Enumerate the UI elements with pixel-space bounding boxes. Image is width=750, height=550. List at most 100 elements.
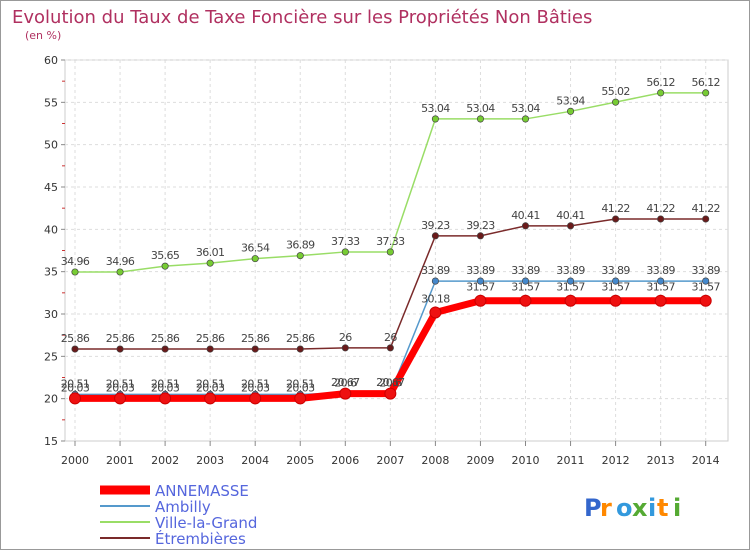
- data-point: [114, 392, 127, 405]
- chart-title: Evolution du Taux de Taxe Foncière sur l…: [12, 7, 592, 28]
- data-label: 20.03: [196, 381, 225, 394]
- logo-letter: r: [600, 494, 612, 522]
- data-point: [431, 277, 439, 285]
- legend-label: Ville-la-Grand: [155, 514, 257, 532]
- legend-item: Ville-la-Grand: [100, 514, 257, 532]
- data-point: [296, 252, 304, 260]
- logo-letter: t: [657, 494, 668, 522]
- data-point: [161, 262, 169, 270]
- data-point: [657, 277, 665, 285]
- x-tick-label: 2014: [692, 454, 720, 467]
- data-label: 36.54: [241, 242, 270, 255]
- x-tick-label: 2004: [241, 454, 269, 467]
- x-tick-label: 2006: [331, 454, 359, 467]
- data-point: [204, 392, 217, 405]
- data-label: 20.51: [61, 377, 90, 390]
- data-point: [384, 387, 397, 400]
- data-point: [609, 294, 622, 307]
- data-label: 33.89: [511, 264, 540, 277]
- data-point: [386, 248, 394, 256]
- data-label: 56.12: [646, 76, 675, 89]
- x-tick-label: 2001: [106, 454, 134, 467]
- data-label: 31.57: [646, 281, 675, 294]
- data-label: 53.04: [421, 102, 450, 115]
- logo-letter: x: [632, 494, 648, 522]
- data-label: 20.51: [241, 377, 270, 390]
- data-point: [339, 387, 352, 400]
- data-point: [161, 345, 169, 353]
- data-point: [699, 294, 712, 307]
- data-point: [341, 248, 349, 256]
- data-point: [251, 255, 259, 263]
- data-label: 40.41: [556, 209, 585, 222]
- data-label: 31.57: [466, 281, 495, 294]
- unit-label: (en %): [25, 29, 61, 42]
- y-tick-label: 45: [44, 181, 58, 194]
- data-label: 31.57: [556, 281, 585, 294]
- data-label: 25.86: [286, 332, 315, 345]
- x-tick-label: 2002: [151, 454, 179, 467]
- data-point: [69, 392, 81, 405]
- data-label: 20.51: [196, 377, 225, 390]
- series--trembi-res: [71, 215, 710, 353]
- data-label: 26: [339, 331, 352, 344]
- data-label: 40.41: [511, 209, 540, 222]
- x-tick-label: 2000: [61, 454, 89, 467]
- data-label: 25.86: [106, 332, 135, 345]
- data-point: [71, 345, 79, 353]
- labels-ville-la-grand: 34.96 34.96 35.65 36.01 36.54 36.89 37.33 37.33…: [61, 76, 721, 268]
- x-tick-label: 2003: [196, 454, 224, 467]
- data-label: 41.22: [601, 202, 630, 215]
- data-label: 35.65: [151, 249, 180, 262]
- data-label: 53.94: [556, 94, 585, 107]
- data-point: [431, 115, 439, 123]
- x-tick-label: 2008: [421, 454, 449, 467]
- data-point: [341, 344, 349, 352]
- data-point: [519, 294, 532, 307]
- legend-item: Ambilly: [100, 498, 211, 516]
- data-label: 56.12: [691, 76, 720, 89]
- data-label: 25.86: [241, 332, 270, 345]
- logo-letter: i: [673, 494, 681, 522]
- data-point: [474, 294, 487, 307]
- data-label: 31.57: [691, 281, 720, 294]
- data-label: 20.03: [241, 381, 270, 394]
- data-label: 20.6: [379, 377, 402, 390]
- legend-item: Étrembières: [100, 529, 246, 548]
- data-point: [116, 268, 124, 276]
- data-point: [657, 215, 665, 223]
- legend-item: ANNEMASSE: [100, 482, 249, 500]
- data-point: [612, 277, 620, 285]
- y-tick-label: 55: [44, 96, 58, 109]
- data-point: [206, 259, 214, 267]
- data-label: 25.86: [151, 332, 180, 345]
- data-label: 53.04: [466, 102, 495, 115]
- data-label: 41.22: [691, 202, 720, 215]
- data-label: 31.57: [511, 281, 540, 294]
- data-point: [476, 232, 485, 240]
- x-tick-label: 2012: [602, 454, 630, 467]
- data-point: [429, 306, 442, 319]
- data-label: 37.33: [331, 235, 360, 248]
- data-label: 20.67: [376, 376, 405, 389]
- proxiti-logo: Pr o x i t i: [584, 494, 681, 522]
- data-point: [657, 89, 665, 97]
- data-point: [521, 277, 530, 285]
- data-label: 33.89: [601, 264, 630, 277]
- data-label: 33.89: [691, 264, 720, 277]
- data-point: [476, 277, 485, 285]
- x-tick-label: 2009: [466, 454, 494, 467]
- y-tick-label: 30: [44, 308, 58, 321]
- data-label: 34.96: [61, 255, 90, 268]
- data-label: 20.67: [331, 376, 360, 389]
- data-point: [251, 345, 259, 353]
- labels-ambilly: 20.51 20.51 20.51 20.51 20.51 20.51 20.67 20.67…: [61, 264, 721, 390]
- data-label: 55.02: [601, 85, 630, 98]
- y-tick-label: 60: [44, 54, 58, 67]
- data-point: [116, 345, 124, 353]
- data-label: 53.04: [511, 102, 540, 115]
- data-point: [702, 215, 710, 223]
- data-point: [431, 232, 439, 240]
- data-point: [296, 345, 304, 353]
- data-point: [294, 392, 307, 405]
